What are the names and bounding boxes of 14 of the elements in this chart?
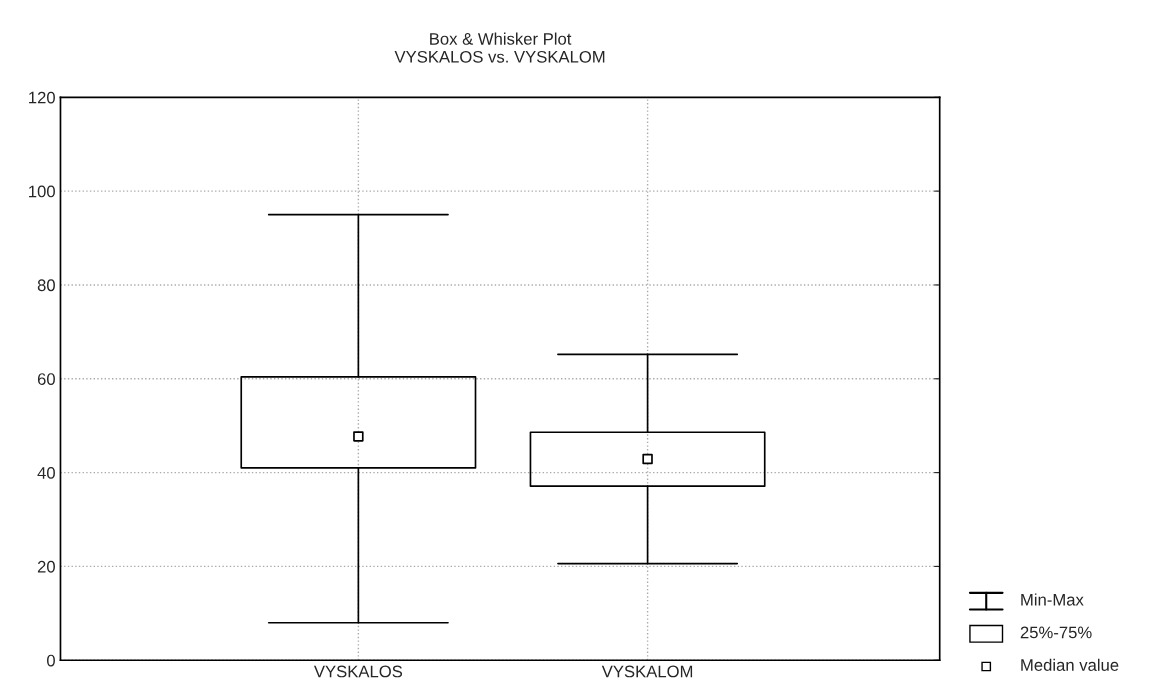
text: 25%-75% (1020, 626, 1092, 639)
y-tick-label: 100 (29, 185, 55, 198)
x-tick-label: VYSKALOS (313, 665, 403, 678)
chart-title: Box & Whisker Plot (430, 32, 572, 45)
y-tick-label: 120 (29, 91, 55, 104)
y-tick-label: 20 (37, 560, 55, 573)
y-tick-label: 40 (37, 467, 55, 479)
y-tick-label: 60 (37, 373, 55, 385)
x-tick-label: VYSKALOM (601, 665, 693, 678)
text: Median value (1021, 658, 1119, 671)
text: Min-Max (1021, 593, 1084, 606)
y-tick-label: 0 (47, 654, 55, 667)
chart-subtitle: VYSKALOS vs. VYSKALOM (394, 50, 605, 63)
y-tick-label: 80 (37, 279, 55, 292)
